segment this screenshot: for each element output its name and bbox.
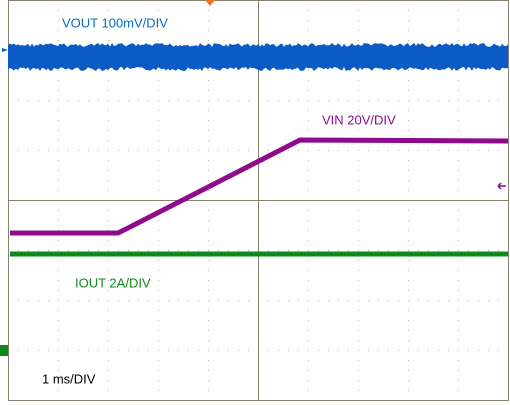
trigger-marker <box>205 0 215 6</box>
vin-trace <box>10 137 509 236</box>
vout-label: VOUT 100mV/DIV <box>62 15 168 30</box>
timebase-label: 1 ms/DIV <box>42 371 96 386</box>
vout-trace <box>8 43 508 71</box>
iout-label: IOUT 2A/DIV <box>75 275 151 290</box>
vout-ground-marker <box>2 48 8 52</box>
iout-ground-marker <box>0 345 8 356</box>
vin-level-marker <box>497 182 506 190</box>
vin-label: VIN 20V/DIV <box>322 112 396 127</box>
